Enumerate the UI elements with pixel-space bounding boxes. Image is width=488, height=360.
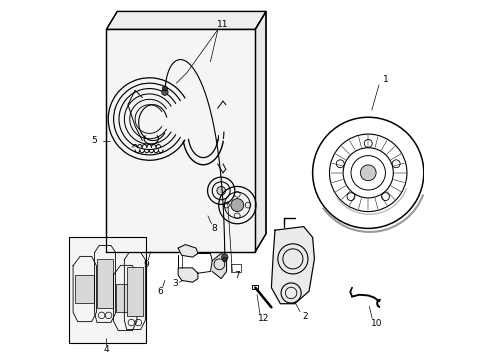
Circle shape — [162, 86, 167, 91]
Bar — [69, 237, 145, 343]
Polygon shape — [69, 237, 145, 343]
Text: 1: 1 — [383, 75, 388, 84]
Polygon shape — [178, 244, 198, 257]
Polygon shape — [116, 284, 134, 312]
Text: 7: 7 — [233, 270, 239, 279]
Text: 3: 3 — [172, 279, 178, 288]
Polygon shape — [255, 12, 265, 252]
Circle shape — [230, 199, 244, 212]
Circle shape — [360, 165, 375, 181]
Text: 2: 2 — [301, 312, 307, 321]
Text: 5: 5 — [92, 136, 97, 145]
Text: 4: 4 — [103, 345, 109, 354]
Polygon shape — [212, 253, 226, 279]
Text: 11: 11 — [217, 19, 228, 28]
Circle shape — [162, 89, 168, 95]
Polygon shape — [271, 226, 314, 304]
Text: 8: 8 — [211, 224, 217, 233]
Polygon shape — [106, 30, 255, 252]
Polygon shape — [178, 268, 198, 282]
Circle shape — [217, 186, 225, 195]
Bar — [252, 285, 258, 289]
Polygon shape — [106, 12, 265, 30]
Text: 12: 12 — [257, 314, 268, 323]
Polygon shape — [126, 267, 142, 316]
Text: 10: 10 — [371, 319, 382, 328]
Circle shape — [222, 257, 226, 262]
Circle shape — [221, 254, 227, 260]
Bar — [230, 264, 241, 272]
Polygon shape — [75, 275, 94, 303]
Text: 6: 6 — [157, 287, 163, 296]
Text: 9: 9 — [142, 260, 148, 269]
Polygon shape — [97, 260, 113, 309]
